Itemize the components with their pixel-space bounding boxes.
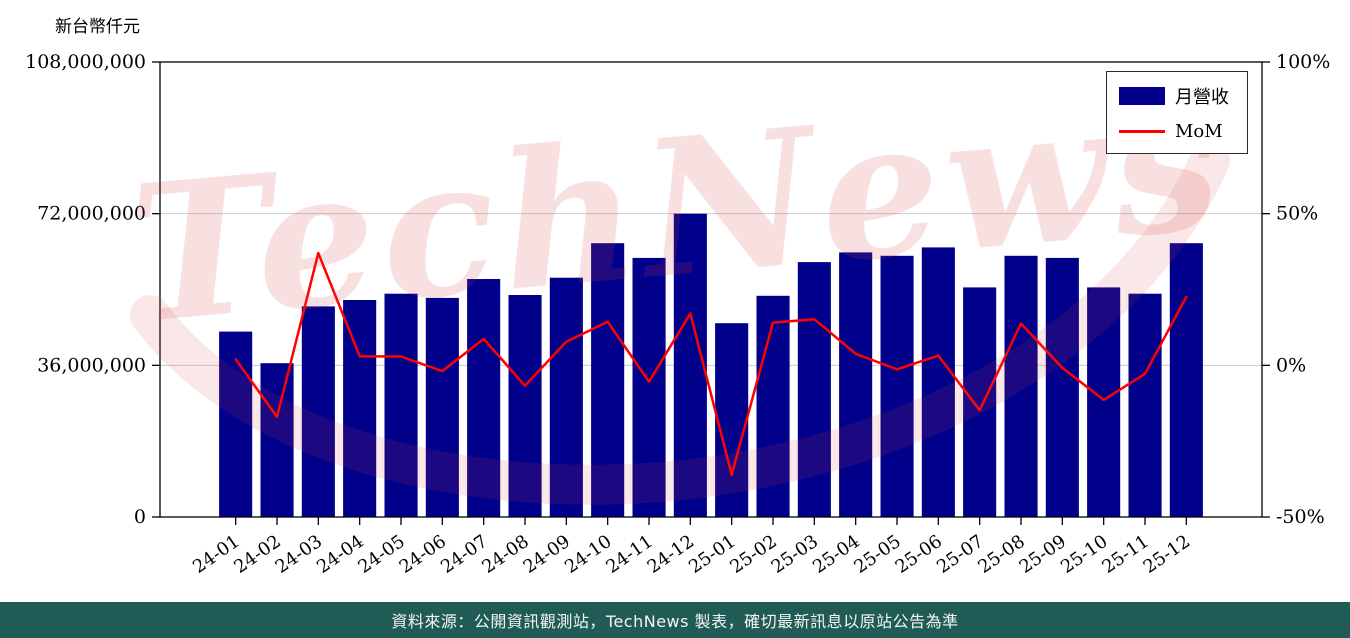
svg-text:24-06: 24-06 [396,531,451,578]
footer-bar: 資料來源：公開資訊觀測站，TechNews 製表，確切最新訊息以原站公告為準 [0,602,1350,638]
revenue-mom-chart: 0 36,000,000 72,000,000 108,000,000 -50% 0% 50… [25,51,1330,578]
svg-text:24-09: 24-09 [520,531,575,578]
svg-text:25-01: 25-01 [685,531,740,578]
legend-item-revenue: 月營收 [1119,83,1239,109]
svg-text:24-03: 24-03 [272,531,327,578]
svg-text:24-08: 24-08 [478,531,533,578]
svg-text:24-12: 24-12 [644,531,699,578]
legend-mom-label: MoM [1175,121,1223,142]
revenue-swatch-icon [1119,87,1165,105]
svg-text:-50%: -50% [1276,506,1325,528]
mom-line-icon [1119,130,1165,133]
svg-text:25-12: 25-12 [1140,531,1195,578]
svg-text:25-05: 25-05 [850,531,905,578]
svg-text:24-07: 24-07 [437,531,492,578]
svg-text:36,000,000: 36,000,000 [37,354,146,376]
svg-text:24-05: 24-05 [354,531,409,578]
y-axis-unit-label: 新台幣仟元 [55,17,140,37]
svg-text:24-11: 24-11 [602,531,657,578]
svg-text:0%: 0% [1276,354,1306,376]
svg-text:25-10: 25-10 [1057,531,1112,578]
svg-text:0: 0 [134,506,146,528]
footer-source-text: 資料來源：公開資訊觀測站，TechNews 製表，確切最新訊息以原站公告為準 [391,612,959,631]
svg-text:50%: 50% [1276,203,1318,225]
svg-text:25-09: 25-09 [1016,531,1071,578]
legend-item-mom: MoM [1119,121,1239,142]
svg-text:100%: 100% [1276,51,1330,73]
legend-revenue-label: 月營收 [1175,87,1229,108]
svg-text:25-07: 25-07 [933,531,988,578]
svg-text:24-04: 24-04 [313,531,368,578]
svg-text:25-06: 25-06 [892,531,947,578]
svg-text:25-08: 25-08 [974,531,1029,578]
svg-text:24-10: 24-10 [561,531,616,578]
chart-legend: 月營收 MoM [1106,71,1248,154]
svg-text:25-02: 25-02 [726,531,781,578]
svg-text:24-01: 24-01 [189,531,244,578]
svg-text:25-03: 25-03 [768,531,823,578]
svg-text:24-02: 24-02 [230,531,285,578]
svg-text:25-11: 25-11 [1098,531,1153,578]
svg-text:25-04: 25-04 [809,531,864,578]
svg-text:108,000,000: 108,000,000 [25,51,146,73]
svg-text:72,000,000: 72,000,000 [37,203,146,225]
